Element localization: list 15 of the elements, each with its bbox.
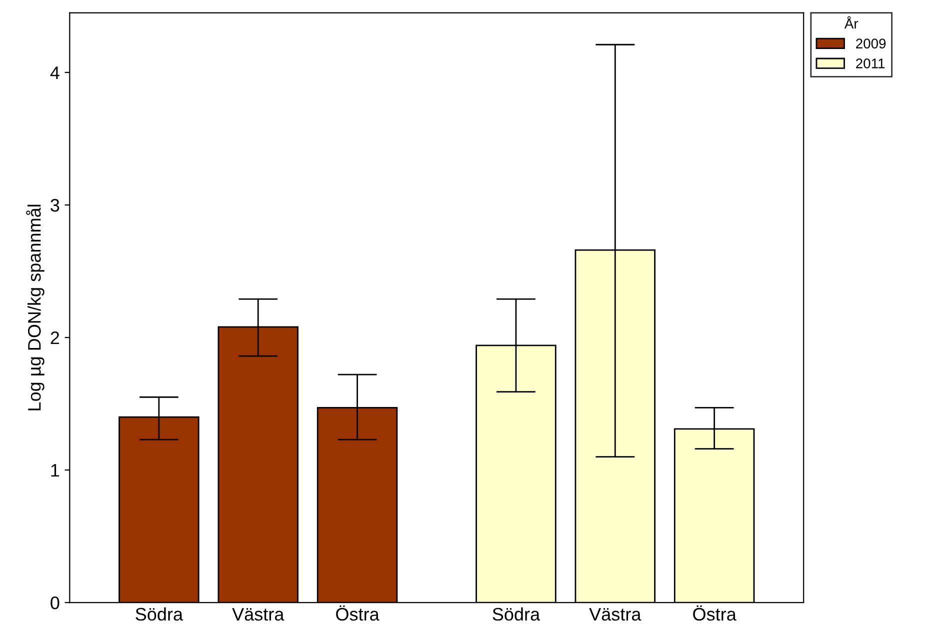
legend-title: År (844, 16, 858, 28)
y-tick-label: 4 (50, 66, 60, 79)
y-axis-title: Log µg DON/kg spannmål (26, 204, 44, 410)
y-tick-label: 2 (50, 331, 60, 344)
y-tick-label: 3 (50, 198, 60, 212)
x-tick-label: Östra (693, 605, 736, 621)
y-tick-label: 1 (51, 464, 60, 477)
x-tick-label: Södra (136, 607, 184, 621)
legend-label: 2009 (856, 38, 886, 48)
x-tick-label: Östra (336, 605, 380, 621)
legend-label: 2011 (856, 58, 885, 68)
x-tick-label: Västra (589, 608, 642, 621)
x-tick-label: Södra (492, 607, 540, 621)
y-tick-label: 0 (50, 596, 60, 610)
x-tick-label: Västra (232, 608, 284, 621)
